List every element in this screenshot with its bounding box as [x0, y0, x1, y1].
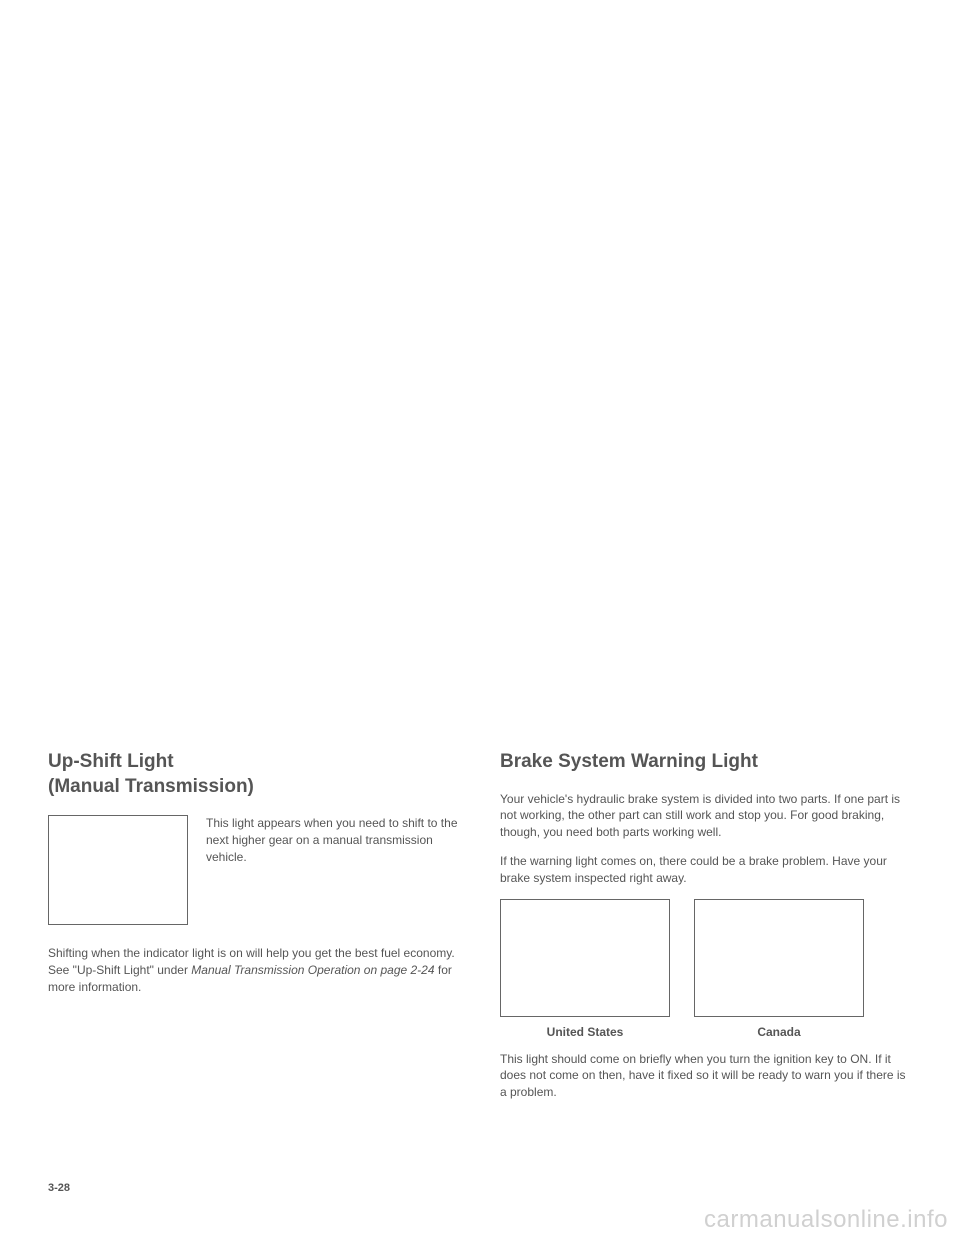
upshift-icon-placeholder: [48, 815, 188, 925]
page-content: Up-Shift Light (Manual Transmission) Thi…: [48, 750, 912, 1113]
upshift-icon-description: This light appears when you need to shif…: [206, 815, 460, 925]
page-number: 3-28: [48, 1182, 70, 1194]
brake-heading: Brake System Warning Light: [500, 750, 912, 775]
right-column: Brake System Warning Light Your vehicle'…: [500, 750, 912, 1113]
us-label: United States: [547, 1025, 624, 1039]
watermark: carmanualsonline.info: [704, 1206, 948, 1234]
upshift-body-text: Shifting when the indicator light is on …: [48, 945, 460, 995]
brake-body-2: If the warning light comes on, there cou…: [500, 853, 912, 887]
canada-brake-icon-placeholder: [694, 899, 864, 1017]
us-icon-block: United States: [500, 899, 670, 1039]
brake-icons-row: United States Canada: [500, 899, 912, 1039]
canada-icon-block: Canada: [694, 899, 864, 1039]
icon-text-block: This light appears when you need to shif…: [48, 815, 460, 925]
upshift-heading: Up-Shift Light (Manual Transmission): [48, 750, 460, 799]
manual-reference: Manual Transmission Operation on page 2-…: [191, 963, 434, 977]
left-column: Up-Shift Light (Manual Transmission) Thi…: [48, 750, 460, 1113]
canada-label: Canada: [757, 1025, 800, 1039]
us-brake-icon-placeholder: [500, 899, 670, 1017]
brake-body-3: This light should come on briefly when y…: [500, 1051, 912, 1101]
brake-body-1: Your vehicle's hydraulic brake system is…: [500, 791, 912, 841]
